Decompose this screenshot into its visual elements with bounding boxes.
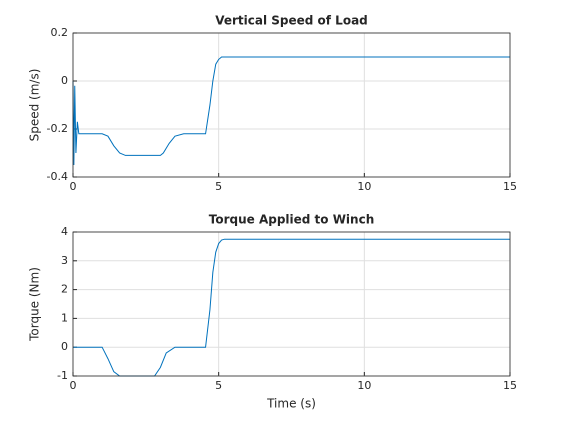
- plot-area: [73, 232, 510, 376]
- y-tick-label: -1: [57, 369, 68, 382]
- x-axis-label: Time (s): [266, 397, 316, 411]
- y-axis-label: Speed (m/s): [28, 69, 42, 142]
- y-axis-label: Torque (Nm): [28, 267, 42, 342]
- x-tick-label: 5: [215, 180, 222, 193]
- y-tick-label: 3: [61, 254, 68, 267]
- y-tick-label: -0.4: [47, 170, 68, 183]
- chart-title: Vertical Speed of Load: [215, 14, 368, 28]
- y-tick-label: 4: [61, 225, 68, 238]
- y-tick-label: 1: [61, 311, 68, 324]
- x-tick-label: 0: [70, 379, 77, 392]
- y-tick-label: 0: [61, 340, 68, 353]
- y-tick-label: -0.2: [47, 122, 68, 135]
- y-tick-label: 0.2: [51, 26, 69, 39]
- x-tick-label: 15: [503, 180, 517, 193]
- axes-box: [72, 32, 511, 178]
- y-tick-label: 0: [61, 74, 68, 87]
- data-line: [73, 238, 510, 377]
- x-tick-label: 0: [70, 180, 77, 193]
- chart-title: Torque Applied to Winch: [209, 213, 375, 227]
- axes-box: [72, 231, 511, 377]
- data-line: [72, 56, 510, 166]
- y-tick-label: 2: [61, 283, 68, 296]
- x-tick-label: 10: [357, 379, 371, 392]
- x-tick-label: 10: [357, 180, 371, 193]
- x-tick-label: 15: [503, 379, 517, 392]
- x-tick-label: 5: [215, 379, 222, 392]
